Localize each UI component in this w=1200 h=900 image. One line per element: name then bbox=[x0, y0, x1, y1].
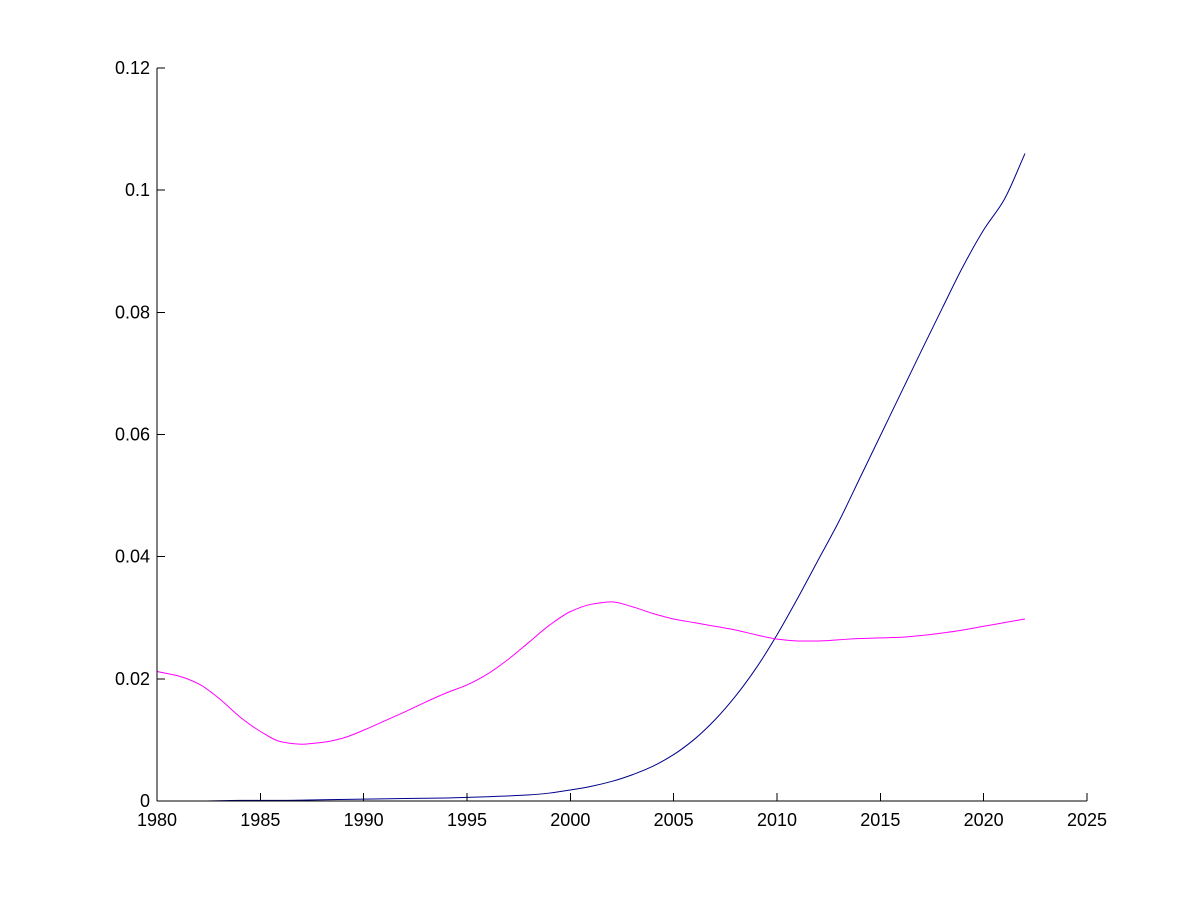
y-tick-label: 0 bbox=[140, 791, 150, 811]
series-line-1 bbox=[156, 153, 1026, 802]
x-tick-label: 2015 bbox=[860, 810, 900, 830]
x-tick-label: 2010 bbox=[757, 810, 797, 830]
y-tick-label: 0.02 bbox=[115, 669, 150, 689]
x-tick-label: 2025 bbox=[1067, 810, 1107, 830]
x-tick-label: 1995 bbox=[447, 810, 487, 830]
y-tick-label: 0.12 bbox=[115, 58, 150, 78]
x-tick-label: 2020 bbox=[964, 810, 1004, 830]
y-tick-label: 0.06 bbox=[115, 425, 150, 445]
x-tick-label: 1985 bbox=[240, 810, 280, 830]
series-line-2 bbox=[156, 601, 1026, 745]
y-tick-label: 0.04 bbox=[115, 547, 150, 567]
x-tick-group: 1980 1985 1990 1995 2000 2005 2010 2015 2020 2025 bbox=[137, 793, 1107, 830]
x-tick-label: 1990 bbox=[344, 810, 384, 830]
y-tick-label: 0.1 bbox=[125, 180, 150, 200]
x-tick-label: 2000 bbox=[550, 810, 590, 830]
y-tick-label: 0.08 bbox=[115, 302, 150, 322]
y-tick-group: 0 0.02 0.04 0.06 0.08 0.1 0.12 bbox=[115, 58, 165, 811]
x-tick-label: 2005 bbox=[654, 810, 694, 830]
x-tick-label: 1980 bbox=[137, 810, 177, 830]
series-layer bbox=[156, 153, 1026, 802]
